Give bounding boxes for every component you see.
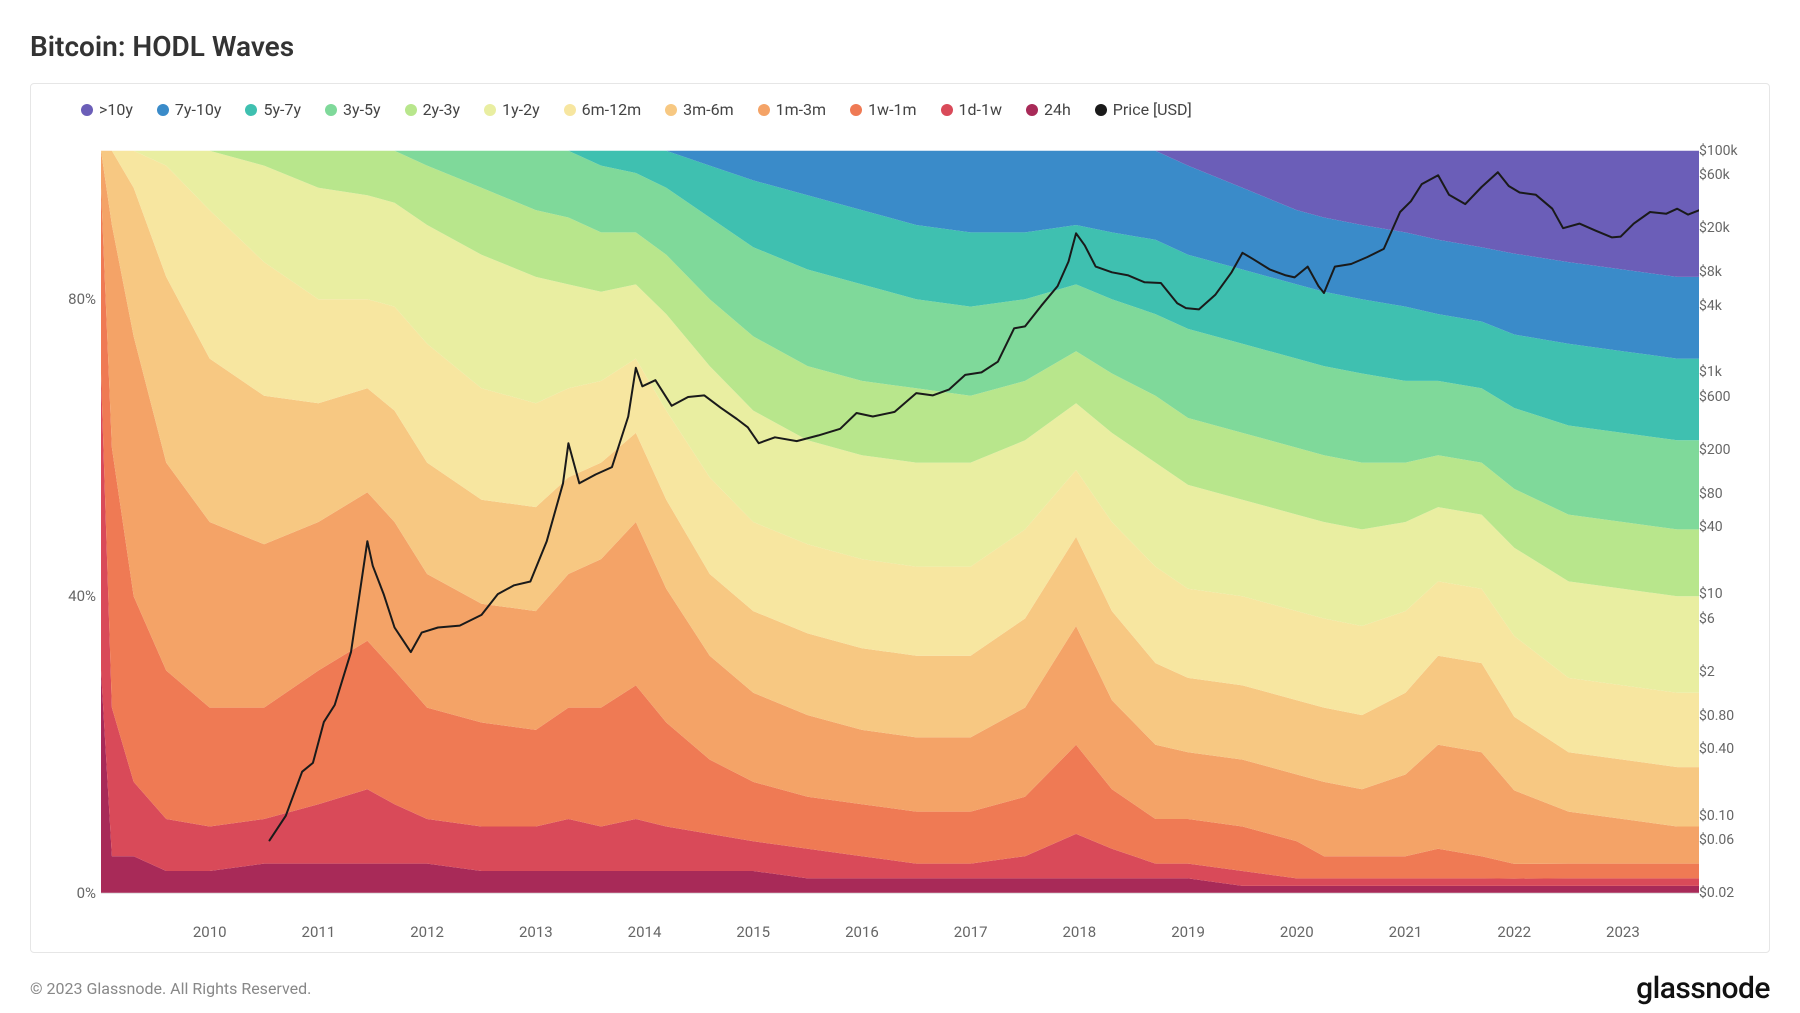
x-tick-label: 2019 (1171, 923, 1205, 941)
legend-item-5y-7y: 5y-7y (245, 100, 301, 119)
y2-tick-label: $60k (1699, 167, 1754, 183)
y2-tick-label: $80 (1699, 486, 1754, 502)
y2-tick-label: $100k (1699, 143, 1754, 159)
x-tick-label: 2010 (193, 923, 227, 941)
chart-container: Bitcoin: HODL Waves >10y 7y-10y 5y-7y 3y-5y… (0, 0, 1800, 1013)
legend-swatch (81, 104, 93, 116)
legend-item-1w-1m: 1w-1m (850, 100, 916, 119)
legend-label: 1d-1w (959, 100, 1002, 119)
legend-item-1m-3m: 1m-3m (758, 100, 826, 119)
y-tick-label: 40% (51, 587, 96, 605)
x-tick-label: 2023 (1606, 923, 1640, 941)
legend-swatch (941, 104, 953, 116)
y2-tick-label: $0.10 (1699, 808, 1754, 824)
legend-item-3y-5y: 3y-5y (325, 100, 381, 119)
legend-label: 2y-3y (423, 100, 461, 119)
legend-label: >10y (99, 100, 133, 119)
legend-item-1d-1w: 1d-1w (941, 100, 1002, 119)
legend-swatch (564, 104, 576, 116)
x-tick-label: 2014 (628, 923, 662, 941)
x-tick-label: 2022 (1497, 923, 1531, 941)
legend-label: 7y-10y (175, 100, 222, 119)
legend-item-7y-10y: 7y-10y (157, 100, 222, 119)
y2-tick-label: $20k (1699, 220, 1754, 236)
y-tick-label: 0% (51, 884, 96, 902)
legend-swatch (405, 104, 417, 116)
x-tick-label: 2020 (1280, 923, 1314, 941)
chart-card: >10y 7y-10y 5y-7y 3y-5y 2y-3y 1y-2y 6m-12m 3m-6… (30, 83, 1770, 953)
x-tick-label: 2016 (845, 923, 879, 941)
legend-item-1y-2y: 1y-2y (484, 100, 540, 119)
chart-svg (101, 127, 1699, 917)
x-tick-label: 2015 (736, 923, 770, 941)
y2-tick-label: $200 (1699, 442, 1754, 458)
legend-item-24h: 24h (1026, 100, 1071, 119)
y2-tick-label: $6 (1699, 611, 1754, 627)
legend-label: 6m-12m (582, 100, 641, 119)
x-tick-label: 2011 (302, 923, 336, 941)
chart-footer: © 2023 Glassnode. All Rights Reserved. g… (30, 971, 1770, 1006)
brand-logo: glassnode (1636, 971, 1770, 1006)
legend-item-3m-6m: 3m-6m (665, 100, 733, 119)
legend: >10y 7y-10y 5y-7y 3y-5y 2y-3y 1y-2y 6m-12m 3m-6… (41, 94, 1759, 127)
x-tick-label: 2013 (519, 923, 553, 941)
legend-label: Price [USD] (1113, 100, 1192, 119)
legend-label: 3m-6m (683, 100, 733, 119)
legend-label: 24h (1044, 100, 1071, 119)
legend-swatch (1026, 104, 1038, 116)
x-tick-label: 2021 (1389, 923, 1423, 941)
plot-area: glassnode 0%40%80%$0.02$0.06$0.10$0.40$0… (101, 127, 1699, 917)
legend-label: 5y-7y (263, 100, 301, 119)
y2-tick-label: $0.80 (1699, 708, 1754, 724)
y2-tick-label: $1k (1699, 364, 1754, 380)
y2-tick-label: $8k (1699, 264, 1754, 280)
legend-item-price: Price [USD] (1095, 100, 1192, 119)
y2-tick-label: $4k (1699, 298, 1754, 314)
legend-label: 1m-3m (776, 100, 826, 119)
y-tick-label: 80% (51, 290, 96, 308)
y2-tick-label: $600 (1699, 389, 1754, 405)
legend-swatch (758, 104, 770, 116)
y2-tick-label: $40 (1699, 519, 1754, 535)
legend-swatch (325, 104, 337, 116)
legend-label: 3y-5y (343, 100, 381, 119)
legend-swatch (484, 104, 496, 116)
y2-tick-label: $10 (1699, 586, 1754, 602)
legend-swatch (665, 104, 677, 116)
legend-swatch (245, 104, 257, 116)
x-tick-label: 2012 (410, 923, 444, 941)
legend-item-2y-3y: 2y-3y (405, 100, 461, 119)
legend-item-6m-12m: 6m-12m (564, 100, 641, 119)
legend-swatch (157, 104, 169, 116)
y2-tick-label: $0.06 (1699, 832, 1754, 848)
chart-title: Bitcoin: HODL Waves (30, 30, 1770, 63)
y2-tick-label: $0.02 (1699, 885, 1754, 901)
legend-swatch (850, 104, 862, 116)
copyright: © 2023 Glassnode. All Rights Reserved. (30, 979, 311, 998)
x-tick-label: 2018 (1062, 923, 1096, 941)
legend-item->10y: >10y (81, 100, 133, 119)
legend-label: 1w-1m (868, 100, 916, 119)
y2-tick-label: $2 (1699, 664, 1754, 680)
x-tick-label: 2017 (954, 923, 988, 941)
y2-tick-label: $0.40 (1699, 741, 1754, 757)
legend-label: 1y-2y (502, 100, 540, 119)
legend-swatch (1095, 104, 1107, 116)
